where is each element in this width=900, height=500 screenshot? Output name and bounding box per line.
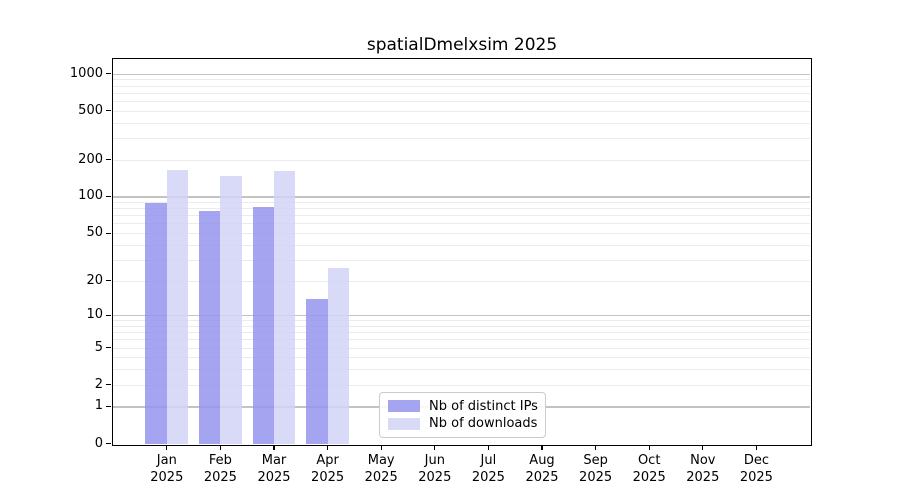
gridline-4 — [113, 357, 810, 359]
x-tick-label-sep: Sep 2025 — [579, 453, 613, 485]
y-tick-label-500: 500 — [78, 102, 103, 118]
x-tick-nov — [702, 445, 704, 450]
gridline-20 — [113, 280, 810, 282]
y-tick-1 — [106, 405, 111, 408]
x-tick-label-jul: Jul 2025 — [471, 453, 505, 485]
gridline-1000 — [113, 73, 810, 75]
y-tick-label-1000: 1000 — [69, 65, 103, 81]
y-tick-5 — [106, 347, 111, 349]
x-tick-aug — [541, 445, 543, 450]
y-tick-200 — [106, 159, 111, 161]
y-tick-label-100: 100 — [78, 188, 103, 204]
x-tick-label-jun: Jun 2025 — [418, 453, 452, 485]
gridline-90 — [113, 201, 810, 203]
y-tick-label-20: 20 — [86, 272, 103, 288]
y-tick-label-10: 10 — [86, 307, 103, 323]
x-tick-jul — [487, 445, 490, 450]
x-tick-label-dec: Dec 2025 — [739, 453, 773, 485]
gridline-800 — [113, 85, 810, 87]
bar-nb-of-downloads-apr — [327, 267, 349, 444]
x-tick-label-aug: Aug 2025 — [525, 453, 559, 485]
bar-nb-of-distinct-ips-feb — [199, 210, 221, 444]
x-tick-apr — [327, 445, 329, 450]
y-tick-20 — [106, 280, 111, 282]
bar-nb-of-distinct-ips-mar — [252, 207, 274, 444]
y-tick-500 — [106, 110, 111, 112]
gridline-9 — [113, 320, 810, 322]
x-tick-label-oct: Oct 2025 — [632, 453, 666, 485]
gridline-100 — [113, 196, 810, 198]
legend-item-downloads: Nb of downloads — [388, 416, 537, 431]
y-tick-0 — [106, 443, 111, 445]
legend-swatch-downloads — [388, 417, 420, 430]
bar-nb-of-downloads-feb — [220, 176, 242, 444]
x-tick-jan — [166, 445, 168, 450]
x-tick-label-feb: Feb 2025 — [203, 453, 237, 485]
bar-nb-of-distinct-ips-apr — [306, 299, 328, 444]
y-tick-label-2: 2 — [94, 376, 103, 392]
x-tick-may — [380, 445, 382, 450]
gridline-7 — [113, 332, 810, 334]
bar-nb-of-downloads-jan — [166, 170, 189, 444]
gridline-6 — [113, 339, 810, 341]
x-tick-oct — [648, 445, 650, 450]
legend-label-distinct-ips: Nb of distinct IPs — [429, 398, 538, 414]
y-tick-50 — [106, 232, 111, 234]
y-tick-label-0: 0 — [94, 435, 103, 451]
y-tick-label-200: 200 — [78, 151, 103, 167]
x-tick-label-nov: Nov 2025 — [686, 453, 720, 485]
x-tick-label-apr: Apr 2025 — [311, 453, 345, 485]
gridline-300 — [113, 137, 810, 139]
gridline-80 — [113, 208, 810, 210]
x-tick-jun — [434, 445, 436, 450]
gridline-200 — [113, 159, 810, 161]
y-tick-label-50: 50 — [86, 225, 103, 240]
gridline-10 — [113, 315, 810, 317]
legend: Nb of distinct IPs Nb of downloads — [379, 392, 546, 438]
x-tick-label-mar: Mar 2025 — [257, 453, 291, 485]
x-tick-label-may: May 2025 — [364, 453, 398, 485]
x-tick-sep — [595, 445, 597, 450]
y-tick-label-1: 1 — [94, 398, 103, 414]
gridline-5 — [113, 347, 810, 349]
x-tick-label-jan: Jan 2025 — [150, 453, 184, 485]
bar-nb-of-distinct-ips-jan — [145, 203, 167, 444]
x-tick-dec — [755, 445, 758, 450]
gridline-500 — [113, 110, 810, 112]
plot-area — [113, 59, 810, 444]
gridline-8 — [113, 325, 810, 327]
y-tick-1000 — [106, 73, 111, 75]
gridline-70 — [113, 215, 810, 217]
chart-title: spatialDmelxsim 2025 — [366, 35, 558, 55]
gridline-60 — [113, 223, 810, 225]
x-tick-mar — [273, 445, 275, 450]
x-tick-feb — [219, 445, 222, 450]
y-tick-label-5: 5 — [94, 339, 103, 355]
legend-swatch-distinct-ips — [388, 400, 420, 413]
y-tick-10 — [106, 314, 111, 316]
y-tick-100 — [106, 195, 111, 198]
gridline-2 — [113, 384, 810, 386]
gridline-40 — [113, 244, 810, 246]
gridline-50 — [113, 233, 810, 234]
legend-item-distinct-ips: Nb of distinct IPs — [388, 398, 538, 414]
gridline-700 — [113, 92, 810, 94]
gridline-400 — [113, 122, 810, 124]
bar-nb-of-downloads-mar — [274, 170, 296, 444]
gridline-30 — [113, 259, 810, 261]
legend-label-downloads: Nb of downloads — [429, 416, 538, 432]
gridline-900 — [113, 79, 810, 81]
gridline-600 — [113, 100, 810, 102]
y-tick-2 — [106, 384, 111, 386]
gridline-3 — [113, 369, 810, 371]
